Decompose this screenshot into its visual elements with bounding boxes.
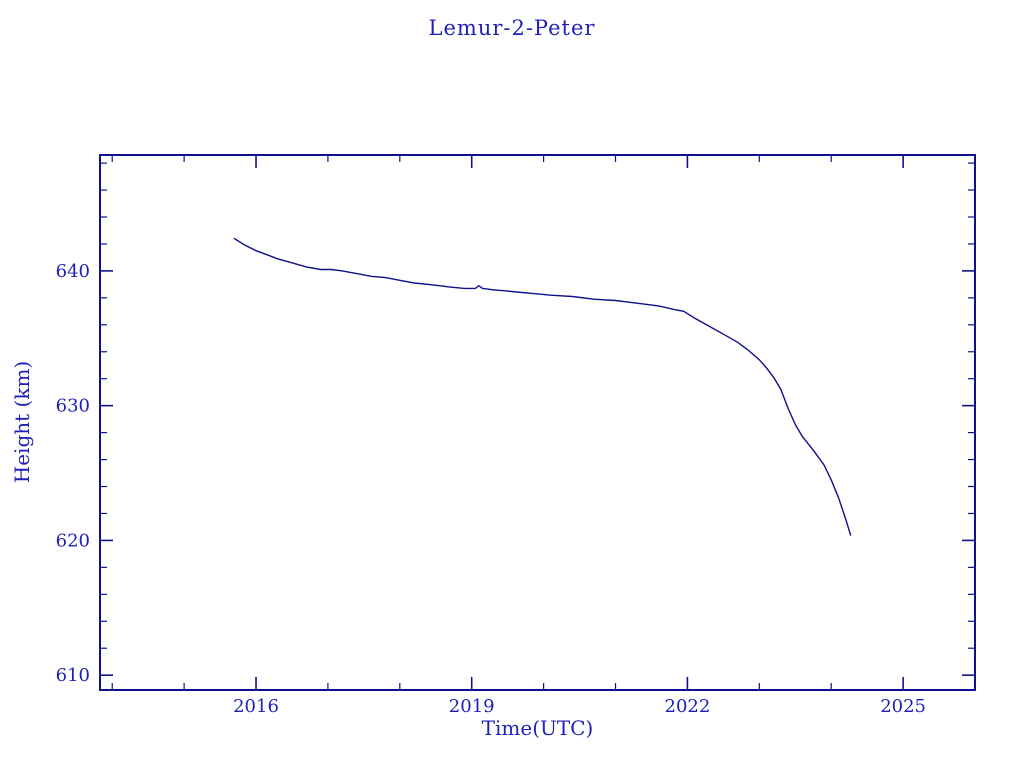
y-axis-label: Height (km): [10, 360, 34, 484]
data-line: [233, 237, 852, 536]
axis-box: [99, 154, 976, 691]
x-axis-label: Time(UTC): [481, 716, 594, 740]
y-tick-label: 630: [56, 396, 90, 417]
x-tick-label: 2016: [233, 696, 279, 717]
x-tick-label: 2022: [665, 696, 711, 717]
chart-title: Lemur-2-Peter: [428, 16, 596, 40]
y-tick-label: 620: [56, 530, 90, 551]
x-tick-label: 2025: [880, 696, 926, 717]
y-tick-label: 640: [56, 261, 90, 282]
y-tick-label: 610: [56, 665, 90, 686]
x-tick-label: 2019: [449, 696, 495, 717]
